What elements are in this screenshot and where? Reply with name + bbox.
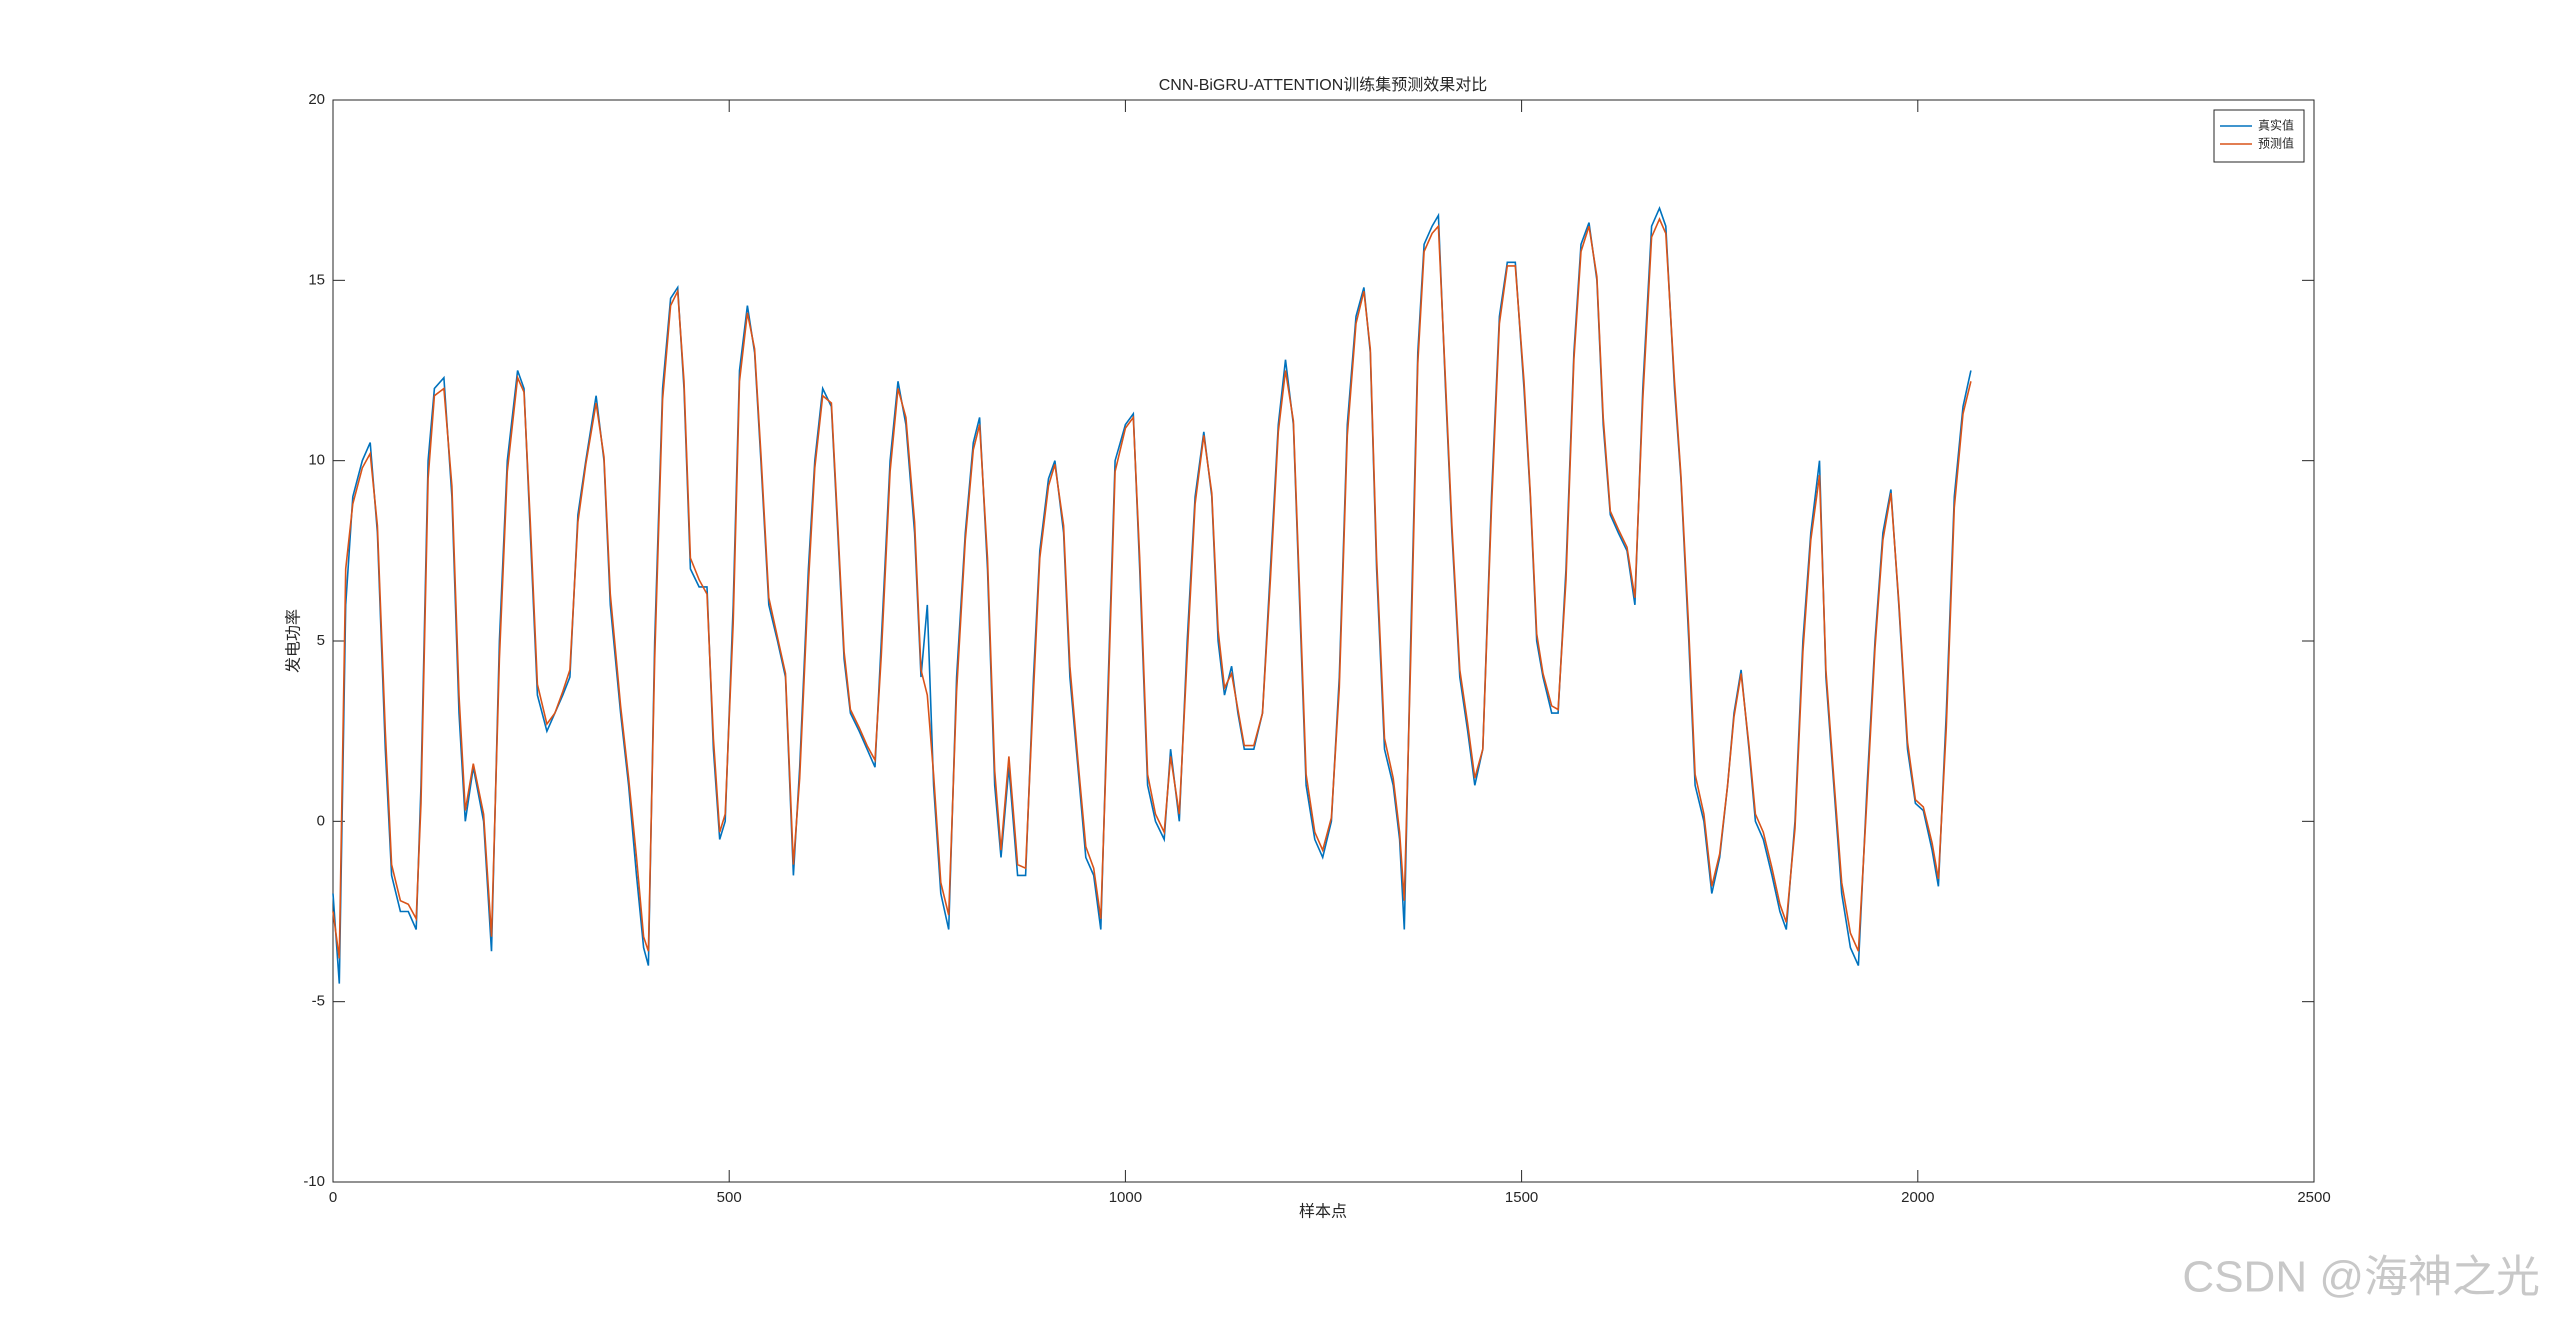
y-axis-label: 发电功率 — [284, 609, 303, 673]
x-tick-label: 2000 — [1901, 1189, 1934, 1206]
y-tick-label: 5 — [317, 632, 325, 649]
y-tick-label: 10 — [308, 452, 325, 469]
x-tick-label: 1000 — [1109, 1189, 1142, 1206]
y-tick-label: -10 — [303, 1173, 325, 1190]
legend-label: 预测值 — [2258, 136, 2294, 151]
legend-label: 真实值 — [2258, 118, 2294, 133]
x-tick-label: 500 — [717, 1189, 742, 1206]
y-tick-label: 20 — [308, 91, 325, 108]
x-axis-label: 样本点 — [1299, 1202, 1347, 1221]
y-tick-label: 0 — [317, 812, 325, 829]
y-tick-label: 15 — [308, 271, 325, 288]
x-tick-label: 1500 — [1505, 1189, 1538, 1206]
watermark: CSDN @海神之光 — [2182, 1253, 2540, 1302]
chart-title: CNN-BiGRU-ATTENTION训练集预测效果对比 — [1159, 76, 1488, 94]
series-line — [332, 217, 1972, 959]
y-tick-label: -5 — [312, 993, 325, 1010]
plot-frame — [332, 99, 2315, 1183]
x-tick-label: 2500 — [2297, 1189, 2330, 1206]
x-tick-label: 0 — [329, 1189, 337, 1206]
legend-box — [2213, 109, 2305, 163]
